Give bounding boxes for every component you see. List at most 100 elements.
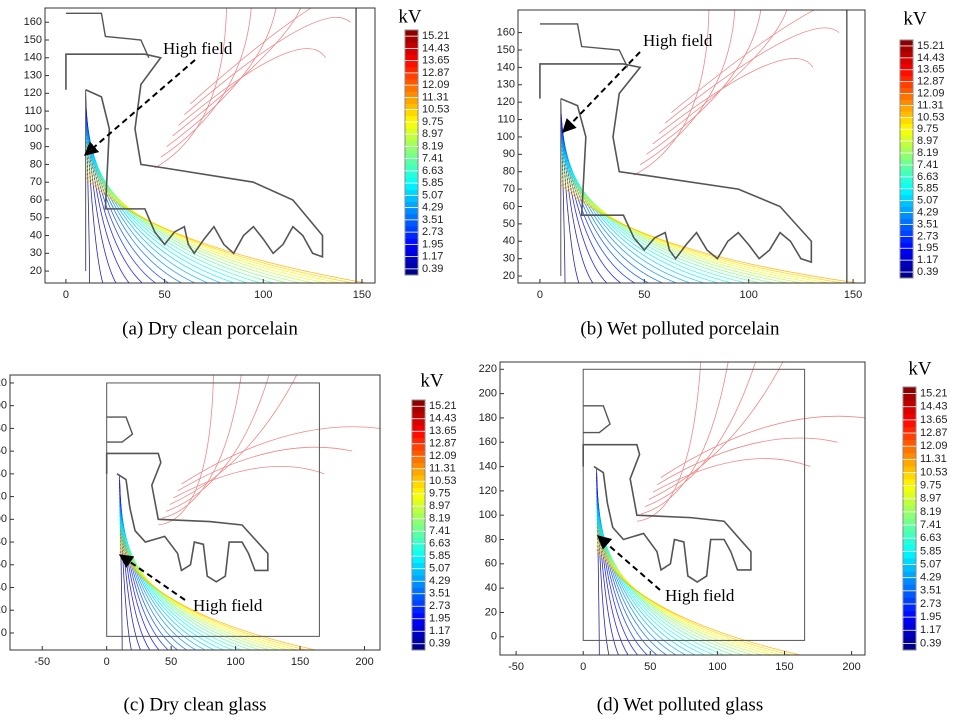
colorbar-tick-label: 11.31 (422, 91, 449, 103)
colorbar-tick-label: 6.63 (917, 171, 938, 183)
x-tick-label: 200 (355, 656, 373, 668)
colorbar-segment (903, 419, 916, 427)
annotation: High field (643, 31, 713, 50)
colorbar-tick-label: 11.31 (920, 453, 947, 465)
field-line (560, 160, 774, 283)
colorbar-segment (412, 556, 425, 563)
field-line (596, 534, 763, 655)
colorbar-segment (405, 244, 418, 251)
colorbar-segment (900, 129, 913, 136)
y-tick-label: 80 (503, 166, 515, 178)
y-tick-label: 120 (0, 490, 7, 502)
field-line (660, 415, 865, 478)
colorbar-tick-label: 0.39 (920, 637, 941, 649)
y-tick-label: 40 (30, 229, 42, 241)
colorbar-segment (903, 511, 916, 519)
y-tick-label: 0 (491, 631, 497, 643)
field-line (85, 141, 248, 283)
colorbar-segment (900, 272, 913, 279)
colorbar-segment (903, 538, 916, 546)
colorbar-segment (405, 48, 418, 55)
colorbar-segment (903, 387, 916, 395)
colorbar-segment (903, 426, 916, 434)
colorbar-segment (903, 406, 916, 414)
colorbar-segment (405, 268, 418, 276)
colorbar-segment (405, 109, 418, 117)
colorbar-tick-label: 5.07 (422, 189, 443, 201)
colorbar-segment (412, 543, 425, 551)
colorbar-segment (405, 79, 418, 86)
colorbar-segment (903, 492, 916, 500)
colorbar-segment (412, 456, 425, 463)
colorbar-frame (404, 29, 419, 276)
y-tick-label: 20 (503, 270, 515, 282)
field-line (560, 153, 747, 283)
colorbar-tick-label: 5.85 (920, 545, 941, 557)
y-tick-label: 30 (30, 247, 42, 259)
colorbar-tick-label: 15.21 (920, 387, 948, 399)
colorbar-segment (903, 584, 916, 592)
colorbar-segment (903, 623, 916, 631)
y-tick-label: 20 (485, 606, 497, 618)
colorbar-segment (900, 51, 913, 59)
colorbar-tick-label: 7.41 (422, 153, 443, 165)
colorbar-tick-label: 13.65 (917, 64, 945, 76)
y-tick-label: 90 (30, 141, 42, 153)
colorbar-tick-label: 6.63 (422, 165, 443, 177)
colorbar-tick-label: 6.63 (920, 532, 941, 544)
field-line (119, 512, 215, 650)
plot-frame (44, 7, 376, 284)
colorbar-segment (412, 562, 425, 570)
colorbar-segment (405, 170, 418, 178)
colorbar-tick-label: 0.39 (429, 638, 450, 650)
field-line (596, 495, 667, 655)
colorbar-segment (903, 630, 916, 638)
colorbar-segment (412, 637, 425, 645)
colorbar-segment (412, 581, 425, 588)
domain-boundary (106, 382, 320, 637)
cap-outline (106, 416, 134, 443)
y-tick-label: 130 (24, 69, 42, 81)
x-tick-label: 100 (708, 661, 726, 673)
colorbar-segment (405, 54, 418, 62)
colorbar-tick-label: 0.39 (917, 266, 938, 278)
y-tick-label: 100 (479, 509, 497, 521)
colorbar-segment (900, 105, 913, 112)
colorbar-tick-label: 3.51 (917, 218, 938, 230)
x-tick-label: 0 (537, 289, 543, 301)
colorbar-tick-label: 4.29 (917, 206, 938, 218)
colorbar-segment (903, 597, 916, 605)
field-line (85, 153, 288, 283)
colorbar-segment (405, 42, 418, 49)
colorbar-segment (412, 450, 425, 457)
colorbar-tick-label: 5.85 (422, 177, 443, 189)
y-tick-label: 220 (479, 363, 497, 375)
colorbar-segment (412, 425, 425, 432)
y-tick-label: 100 (0, 513, 7, 525)
y-tick-label: 120 (24, 87, 42, 99)
colorbar-segment (900, 248, 913, 255)
field-line (596, 541, 782, 655)
colorbar-tick-label: 10.53 (422, 104, 450, 116)
colorbar-tick-label: 8.97 (920, 493, 941, 505)
colorbar-segment (412, 568, 425, 576)
y-tick-label: 110 (24, 105, 42, 117)
panel: -50 0 50 100 150 200 0 20 40 60 80 100 120 140 160 180 2… (479, 358, 948, 715)
colorbar-segment (405, 213, 418, 221)
colorbar-frame (411, 399, 426, 651)
colorbar-segment (405, 152, 418, 160)
colorbar-tick-label: 14.43 (917, 52, 945, 64)
caption: (a) Dry clean porcelain (122, 318, 298, 339)
field-line (560, 121, 635, 283)
field-line (648, 362, 784, 500)
x-tick-label: 100 (254, 289, 272, 301)
colorbar-tick-label: 4.29 (422, 202, 443, 214)
field-line (560, 168, 802, 283)
field-line (560, 145, 719, 283)
colorbar-tick-label: 12.87 (422, 67, 450, 79)
colorbar-segment (900, 141, 913, 148)
colorbar-segment (412, 575, 425, 582)
colorbar-segment (903, 439, 916, 447)
colorbar-segment (903, 564, 916, 572)
colorbar-segment (405, 72, 418, 80)
